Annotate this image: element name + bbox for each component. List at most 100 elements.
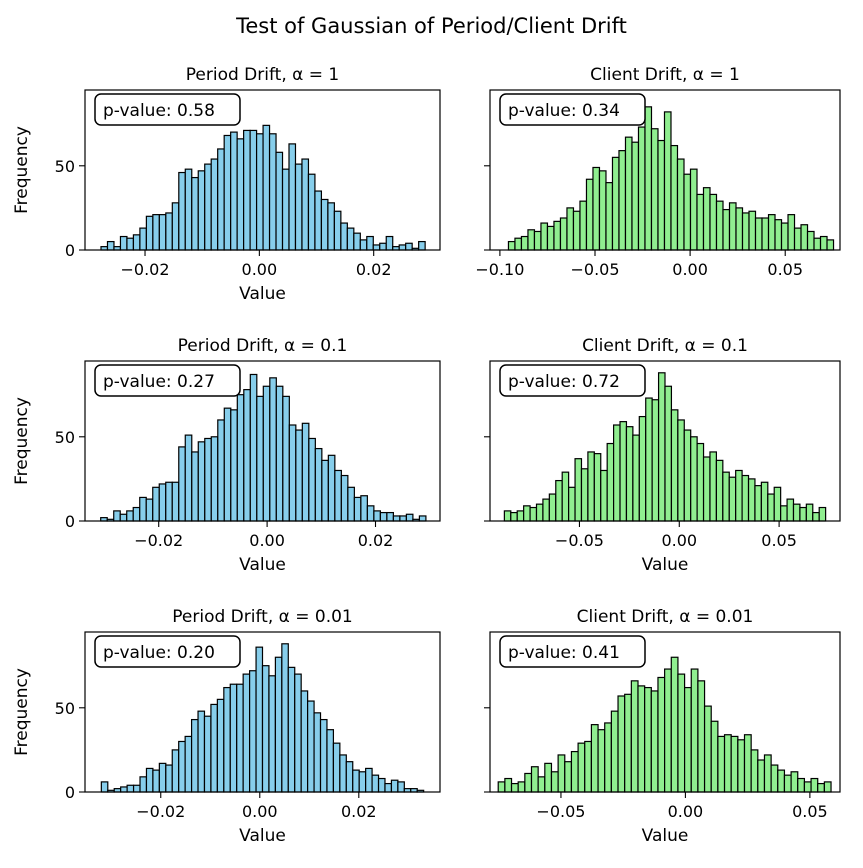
histogram-bar (523, 505, 531, 522)
x-tick-label: 0.00 (242, 802, 278, 821)
histogram-bar (229, 683, 238, 793)
histogram-bar (723, 734, 732, 793)
histogram-bar (728, 476, 737, 522)
pvalue-box (499, 364, 646, 397)
histogram-bar (301, 422, 310, 522)
histogram-bar (650, 690, 659, 793)
histogram-bar (230, 409, 238, 522)
histogram-bar (510, 782, 519, 793)
histogram-bar (405, 242, 413, 251)
histogram-bar (326, 729, 335, 793)
histogram-bar (592, 166, 601, 251)
x-tick-label: 0.05 (761, 531, 797, 550)
pvalue-box (499, 93, 646, 126)
histogram-bar (119, 513, 128, 522)
histogram-bar (145, 215, 154, 251)
y-tick-label: 0 (65, 512, 75, 531)
histogram-bar (126, 784, 135, 793)
histogram-bar (754, 485, 762, 522)
histogram-bar (585, 178, 594, 251)
histogram-bar (321, 459, 329, 522)
histogram-bar (741, 474, 750, 522)
panel-title: Period Drift, α = 0.1 (178, 336, 348, 356)
histogram-bar (529, 506, 538, 522)
pvalue-text: p-value: 0.41 (508, 643, 620, 663)
histogram-bar (262, 124, 271, 251)
pvalue-box (94, 93, 241, 126)
histogram-bar (780, 505, 788, 522)
histogram-bar (737, 739, 746, 793)
histogram-bar (300, 690, 309, 793)
histogram-bar (557, 754, 566, 793)
histogram-bar (372, 244, 381, 251)
histogram-bar (256, 395, 264, 522)
histogram-bar (819, 235, 828, 251)
histogram-bar (366, 505, 375, 522)
histogram-bar (722, 208, 731, 251)
histogram-bar (574, 458, 583, 522)
histogram-bar (568, 486, 576, 522)
histogram-bar (210, 436, 219, 522)
histogram-bar (171, 202, 180, 251)
axes-frame (489, 360, 841, 522)
histogram-bar (497, 781, 506, 793)
histogram-bar (373, 510, 381, 522)
histogram-bar (644, 106, 653, 251)
histogram-bar (683, 686, 692, 793)
histogram-bar (217, 419, 225, 522)
histogram-bar (774, 219, 783, 251)
histogram-bar (631, 141, 640, 251)
histogram-bar (243, 129, 251, 251)
x-tick-label: 0.05 (767, 260, 803, 279)
histogram-bar (590, 724, 599, 793)
histogram-bar (178, 171, 186, 251)
histogram-bar (657, 372, 666, 522)
panel-2: −0.10 −0.05 0.00 0.05 Client Drift, α = 1 p-v… (475, 65, 841, 279)
histogram-bar (139, 496, 147, 522)
histogram-bar (320, 198, 329, 251)
histogram-bar (697, 680, 706, 793)
histogram-bar (761, 217, 770, 251)
histogram-bar (307, 700, 315, 793)
panel-title: Client Drift, α = 0.1 (582, 336, 748, 356)
histogram-bar (604, 722, 612, 793)
histogram-bar (520, 235, 529, 251)
histogram-bar (619, 421, 628, 522)
histogram-bar (813, 237, 822, 251)
histogram-bar (553, 220, 562, 251)
histogram-bar (780, 222, 789, 251)
histogram-bar (313, 712, 322, 793)
x-tick-label: 0.05 (792, 802, 828, 821)
histogram-bar (345, 761, 354, 793)
histogram-bar (624, 136, 633, 251)
histogram-bar (690, 668, 699, 793)
histogram-bar (268, 133, 277, 251)
y-axis-label: Frequency (12, 126, 32, 214)
histogram-bar (340, 222, 348, 251)
histogram-bar (728, 202, 737, 251)
histogram-bar (584, 740, 593, 793)
x-axis-label: Value (239, 284, 286, 304)
histogram-bar (548, 493, 557, 522)
histogram-bar (190, 718, 199, 793)
histogram-bar (332, 742, 341, 793)
histogram-bar (504, 777, 513, 793)
histogram-bar (281, 168, 290, 251)
histogram-bar (689, 168, 698, 251)
histogram-bar (287, 666, 296, 793)
y-tick-label: 0 (65, 241, 75, 260)
histogram-bar (360, 495, 368, 522)
histogram-bar (249, 670, 257, 793)
histogram-bar (605, 182, 614, 251)
histogram-bar (597, 729, 606, 793)
histogram-bar (126, 237, 135, 251)
histogram-bar (787, 214, 796, 251)
histogram-bar (371, 774, 380, 793)
axes-frame (84, 631, 441, 793)
pvalue-text: p-value: 0.58 (103, 101, 215, 121)
x-tick-label: 0.00 (668, 802, 704, 821)
histogram-bar (800, 224, 809, 251)
histogram-bar (282, 395, 290, 522)
histogram-bar (618, 150, 627, 251)
histogram-bar (564, 761, 573, 793)
